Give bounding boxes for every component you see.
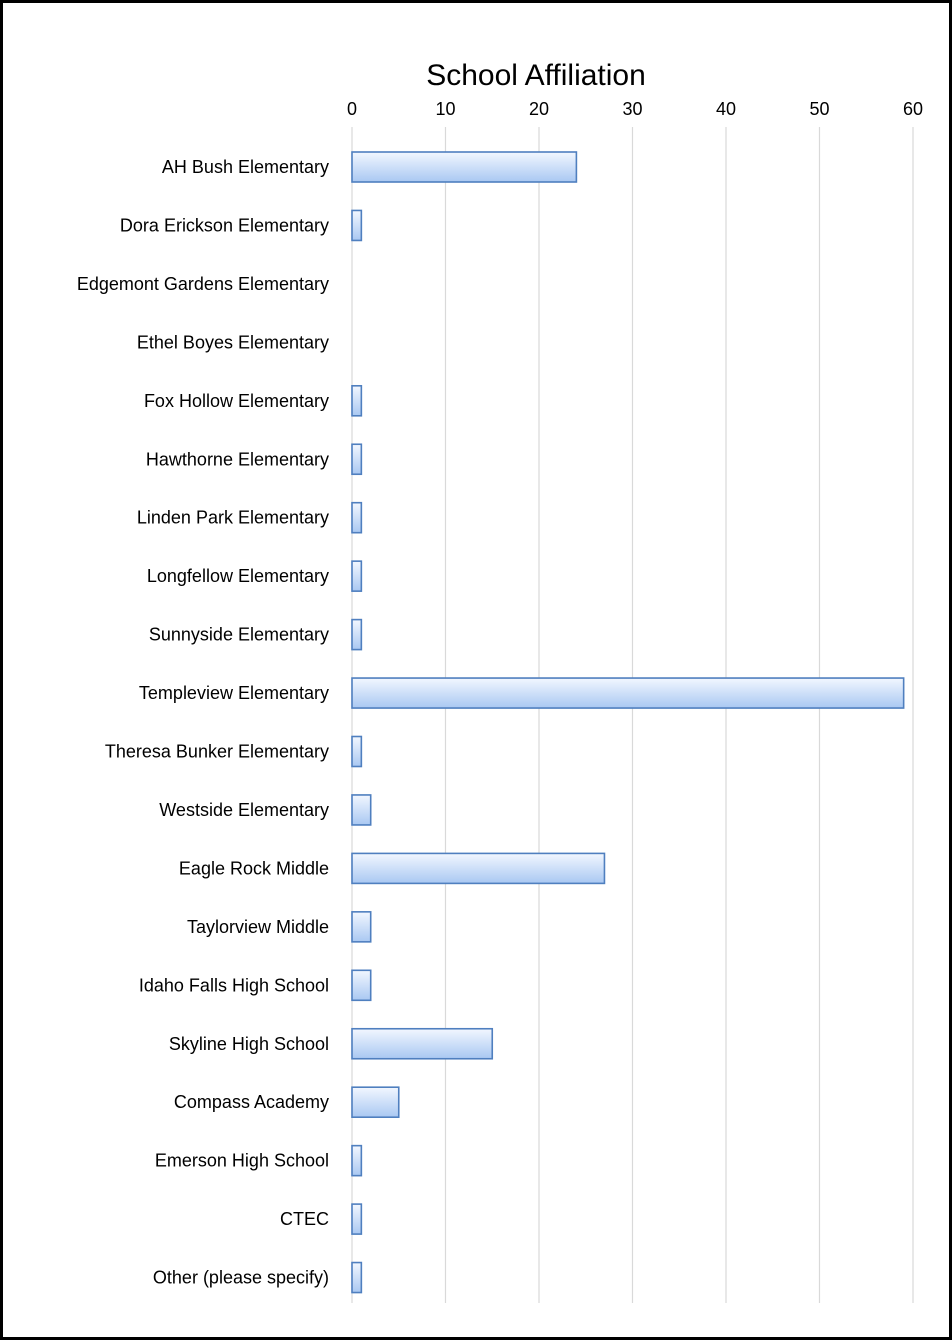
- category-label: Skyline High School: [169, 1034, 329, 1054]
- bar: [351, 852, 606, 885]
- x-tick-label-0: 0: [347, 99, 357, 119]
- category-label: Emerson High School: [155, 1151, 329, 1171]
- category-label: Other (please specify): [153, 1268, 329, 1288]
- category-labels: AH Bush Elementary Dora Erickson Elementa…: [77, 157, 329, 1288]
- bar: [351, 794, 372, 826]
- category-label: Taylorview Middle: [187, 917, 329, 937]
- gridlines: [351, 127, 914, 1303]
- category-label: AH Bush Elementary: [162, 157, 329, 177]
- category-label: Hawthorne Elementary: [146, 449, 329, 469]
- category-label: Idaho Falls High School: [139, 975, 329, 995]
- x-tick-label-30: 30: [622, 99, 642, 119]
- bar: [351, 151, 578, 183]
- category-label: CTEC: [280, 1209, 329, 1229]
- bar: [351, 1027, 494, 1060]
- x-tick-label-50: 50: [809, 99, 829, 119]
- bar: [351, 969, 372, 1002]
- bar: [351, 384, 363, 417]
- category-label: Edgemont Gardens Elementary: [77, 274, 329, 294]
- category-label: Compass Academy: [174, 1092, 329, 1112]
- bar: [351, 735, 363, 768]
- chart-title: School Affiliation: [426, 59, 646, 92]
- category-label: Theresa Bunker Elementary: [105, 742, 329, 762]
- bar: [351, 443, 363, 476]
- bar: [351, 1086, 400, 1118]
- category-label: Ethel Boyes Elementary: [137, 332, 329, 352]
- bar: [351, 911, 372, 943]
- category-label: Fox Hollow Elementary: [144, 391, 329, 411]
- bar: [351, 209, 363, 242]
- x-tick-label-60: 60: [903, 99, 923, 119]
- x-tick-label-40: 40: [716, 99, 736, 119]
- bar-chart: School Affiliation 0 10 20 30 40 50 60 AH Bush…: [77, 59, 923, 1303]
- category-label: Sunnyside Elementary: [149, 625, 329, 645]
- bar: [351, 618, 363, 651]
- category-label: Longfellow Elementary: [147, 566, 329, 586]
- bar: [351, 501, 363, 534]
- x-tick-label-20: 20: [529, 99, 549, 119]
- x-axis-ticks: 0 10 20 30 40 50 60: [347, 99, 923, 119]
- category-label: Linden Park Elementary: [137, 508, 329, 528]
- bars: [351, 151, 905, 1294]
- bar: [351, 1144, 363, 1177]
- bar: [351, 560, 363, 592]
- x-tick-label-10: 10: [435, 99, 455, 119]
- bar: [351, 1261, 363, 1294]
- bar: [351, 677, 905, 709]
- bar: [351, 1203, 363, 1235]
- category-label: Dora Erickson Elementary: [120, 215, 329, 235]
- category-label: Eagle Rock Middle: [179, 858, 329, 878]
- category-label: Templeview Elementary: [139, 683, 329, 703]
- category-label: Westside Elementary: [159, 800, 329, 820]
